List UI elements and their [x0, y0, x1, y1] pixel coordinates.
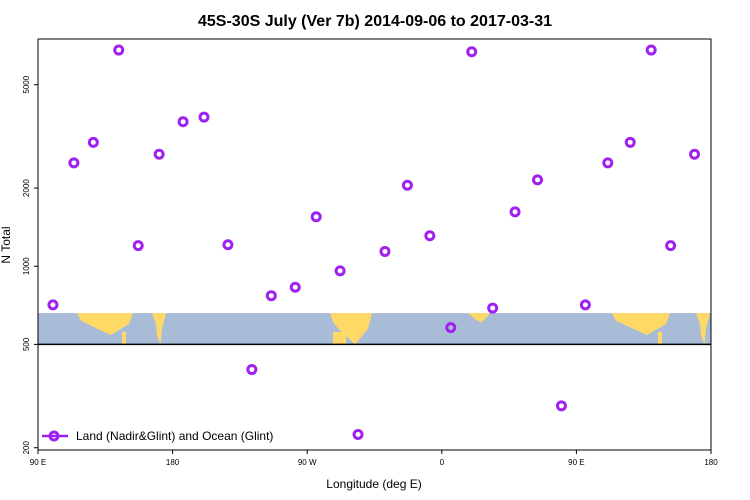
y-tick-label: 500 — [22, 337, 31, 351]
data-point — [47, 299, 59, 311]
x-axis: 90 E 180 90 W 0 90 E 180 — [30, 450, 718, 467]
y-axis-label: N Total — [0, 226, 13, 263]
data-point — [665, 240, 677, 252]
data-point — [310, 211, 322, 223]
data-point — [487, 302, 499, 314]
ocean-area — [38, 313, 711, 345]
data-point — [401, 179, 413, 191]
land-shape — [658, 331, 662, 345]
data-point — [87, 136, 99, 148]
y-tick-label: 2000 — [22, 179, 31, 197]
data-point — [624, 136, 636, 148]
data-point — [602, 157, 614, 169]
data-point — [334, 265, 346, 277]
legend: Land (Nadir&Glint) and Ocean (Glint) — [42, 429, 273, 443]
data-point — [645, 44, 657, 56]
data-point — [352, 428, 364, 440]
land-shape — [330, 313, 372, 345]
y-tick-label: 1000 — [22, 257, 31, 275]
land-shape — [152, 313, 166, 345]
data-point — [222, 239, 234, 251]
land-shape — [122, 331, 126, 345]
data-point — [379, 245, 391, 257]
data-point — [532, 174, 544, 186]
land-shape — [612, 313, 670, 335]
land-shape — [333, 331, 346, 345]
data-point — [153, 148, 165, 160]
land-shape — [468, 313, 490, 323]
data-point — [68, 157, 80, 169]
data-point — [509, 206, 521, 218]
data-point — [466, 46, 478, 58]
y-tick-label: 5000 — [22, 75, 31, 93]
data-point — [289, 281, 301, 293]
x-axis-label: Longitude (deg E) — [326, 477, 421, 491]
land-shape — [696, 313, 710, 345]
data-point — [177, 116, 189, 128]
data-point — [579, 299, 591, 311]
data-points — [47, 44, 701, 440]
x-tick-label: 180 — [166, 458, 180, 467]
x-tick-label: 0 — [440, 458, 445, 467]
x-tick-label: 90 E — [568, 458, 584, 467]
data-point — [265, 290, 277, 302]
plot-frame — [37, 38, 712, 451]
chart-title: 45S-30S July (Ver 7b) 2014-09-06 to 2017… — [198, 13, 552, 30]
x-tick-label: 180 — [704, 458, 718, 467]
x-tick-label: 90 W — [298, 458, 317, 467]
data-point — [198, 111, 210, 123]
data-point — [132, 240, 144, 252]
land-shape — [77, 313, 133, 335]
data-point — [555, 400, 567, 412]
legend-label: Land (Nadir&Glint) and Ocean (Glint) — [76, 429, 273, 443]
y-tick-label: 200 — [22, 441, 31, 455]
world-map-band — [38, 313, 711, 345]
data-point — [689, 148, 701, 160]
data-point — [113, 44, 125, 56]
data-point — [424, 230, 436, 242]
data-point — [246, 364, 258, 376]
data-point — [445, 322, 457, 334]
x-tick-label: 90 E — [30, 458, 46, 467]
y-axis: 200 500 1000 2000 5000 — [22, 75, 38, 454]
legend-marker-swatch — [48, 430, 60, 442]
